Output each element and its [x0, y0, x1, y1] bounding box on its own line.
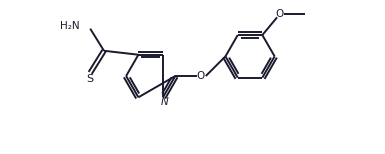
Text: O: O — [275, 9, 284, 19]
Text: H₂N: H₂N — [60, 21, 79, 31]
Text: O: O — [197, 71, 205, 81]
Text: S: S — [87, 74, 94, 84]
Text: N: N — [161, 97, 168, 107]
